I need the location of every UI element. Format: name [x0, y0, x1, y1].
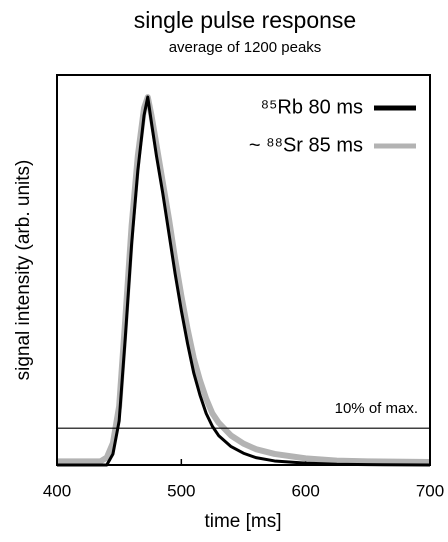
reference-label: 10% of max. — [335, 400, 418, 417]
chart-subtitle: average of 1200 peaks — [169, 39, 322, 56]
series-line — [57, 95, 431, 467]
x-tick-label: 700 — [416, 481, 444, 500]
plot-frame — [56, 74, 431, 466]
x-tick-label: 500 — [167, 481, 195, 500]
legend-label: ~ ⁸⁸Sr 85 ms — [249, 134, 363, 156]
x-axis-label: time [ms] — [204, 511, 281, 532]
legend-label: ⁸⁵Rb 80 ms — [261, 96, 363, 118]
chart-title: single pulse response — [134, 7, 356, 33]
x-tick-label: 400 — [43, 481, 71, 500]
y-axis-label: signal intensity (arb. units) — [13, 160, 34, 381]
x-tick-label: 600 — [291, 481, 319, 500]
